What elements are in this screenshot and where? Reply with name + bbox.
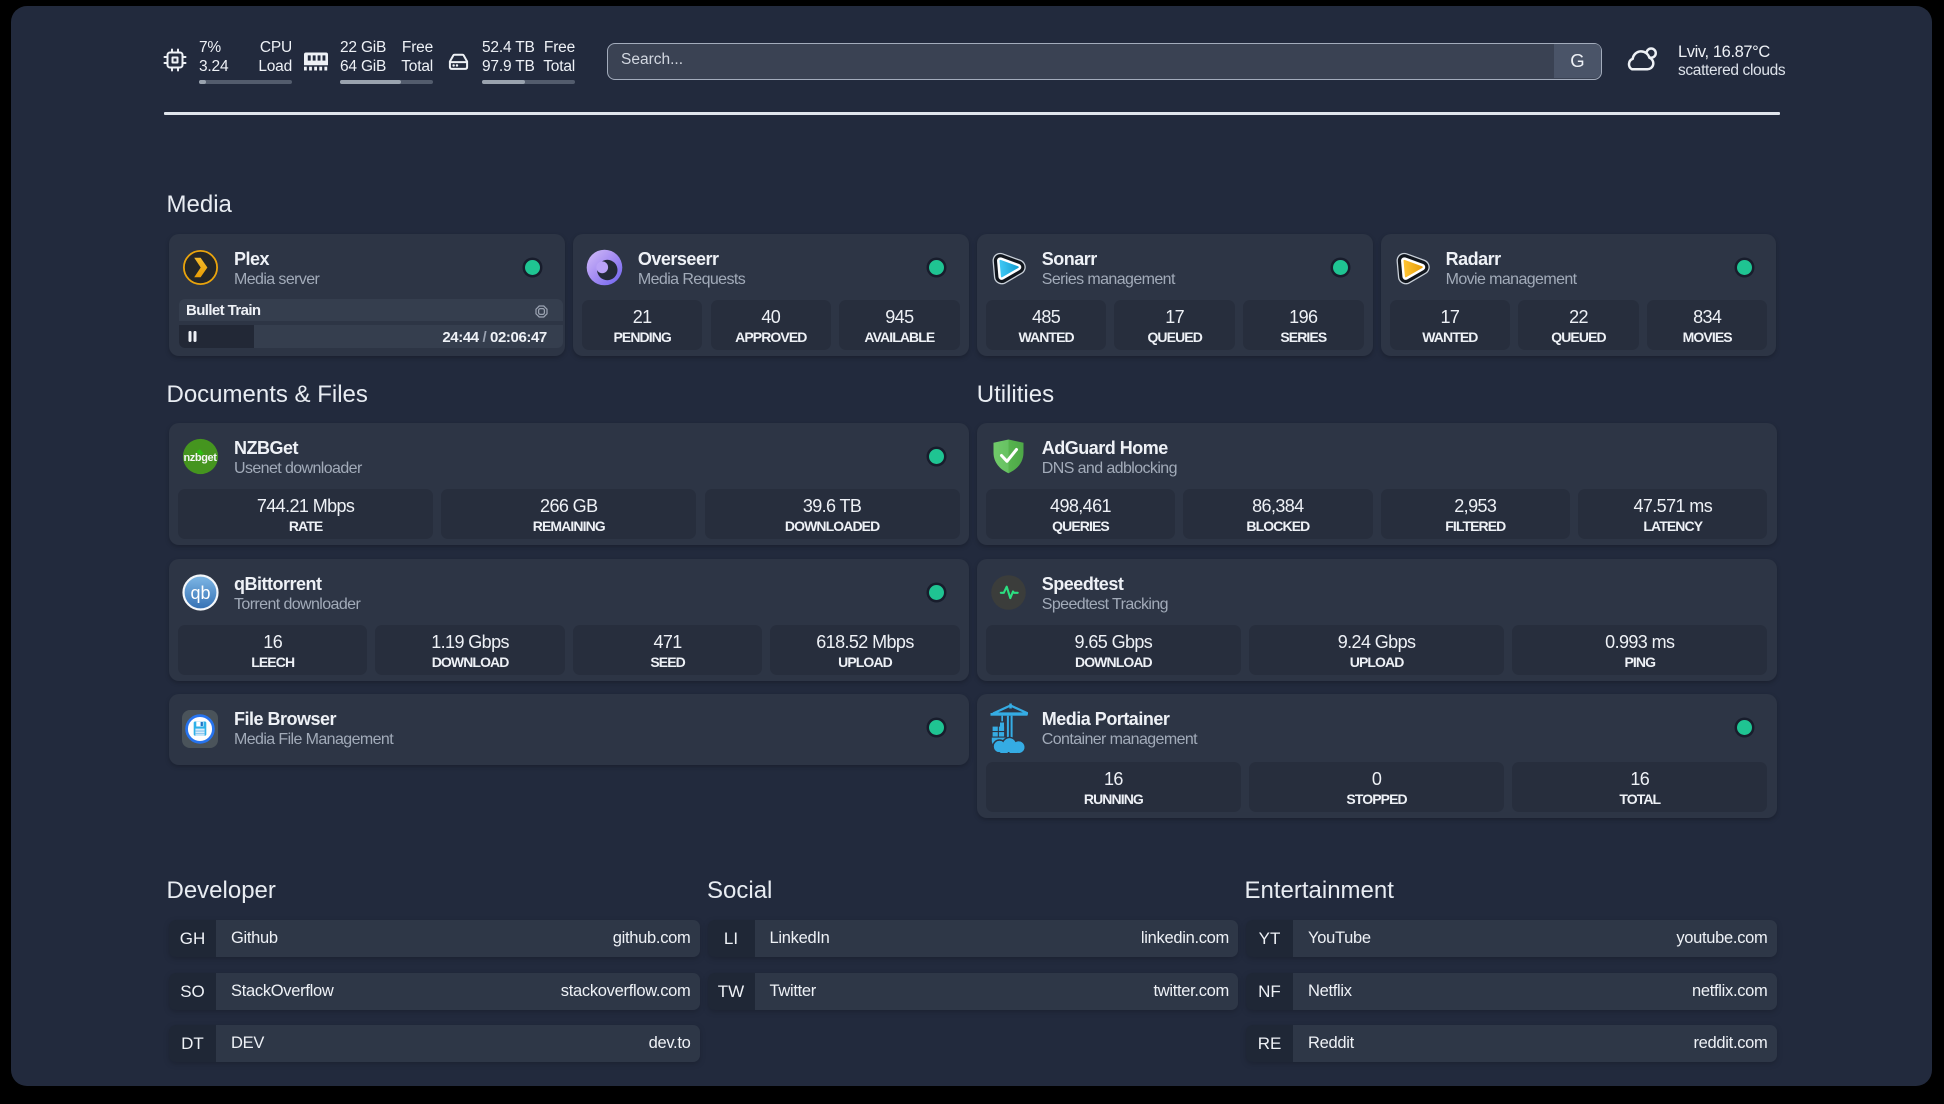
svg-text:qb: qb (190, 583, 210, 603)
svg-text:nzbget: nzbget (183, 452, 217, 464)
